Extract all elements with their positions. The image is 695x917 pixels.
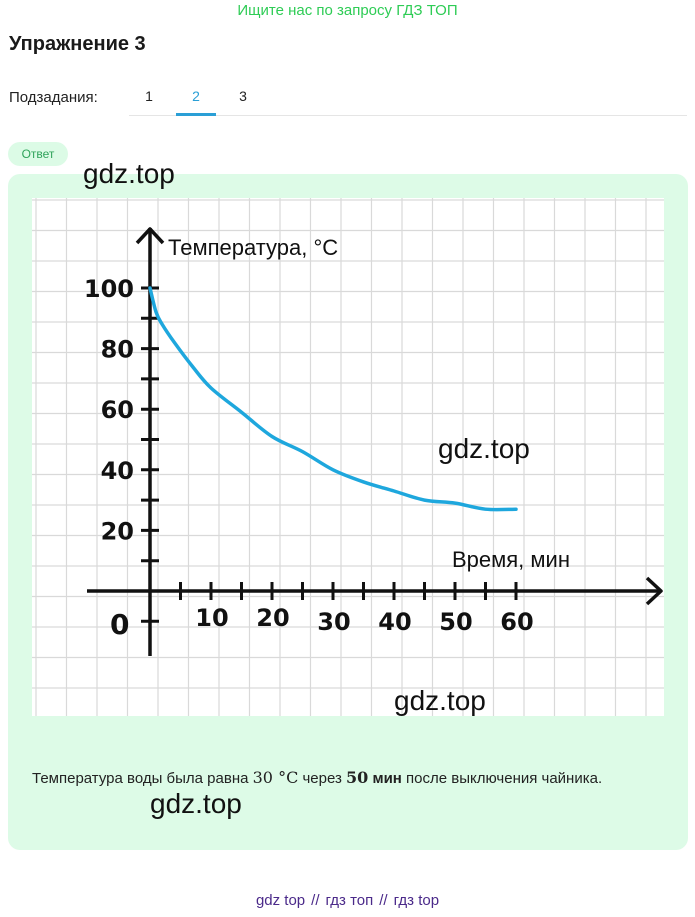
footer-links: gdz top // гдз топ // гдз top bbox=[0, 892, 695, 909]
answer-time-unit: мин bbox=[368, 770, 402, 787]
x-tick-label: 50 bbox=[439, 608, 472, 636]
watermark: gdz.top bbox=[438, 433, 530, 464]
subtask-tab-3[interactable]: 3 bbox=[239, 88, 247, 104]
subtasks-label: Подзадания: bbox=[9, 89, 98, 106]
x-axis-arrow bbox=[645, 576, 663, 606]
x-tick-label: 30 bbox=[317, 608, 350, 636]
top-banner[interactable]: Ищите нас по запросу ГДЗ ТОП bbox=[237, 2, 458, 19]
subtasks-nav: Подзадания: 1 2 3 bbox=[9, 86, 687, 118]
x-tick-label: 20 bbox=[256, 604, 289, 632]
answer-text-mid: через bbox=[298, 770, 347, 787]
subtasks-divider bbox=[129, 115, 687, 116]
x-tick-label: 60 bbox=[500, 608, 533, 636]
temperature-chart: 0 10 20 30 40 50 60 20 40 60 80 100 Температура, °C… bbox=[32, 198, 664, 716]
active-tab-indicator bbox=[176, 113, 216, 116]
answer-badge: Ответ bbox=[8, 142, 68, 166]
footer-link-gdz-top-ru[interactable]: гдз топ bbox=[325, 892, 374, 909]
page-title: Упражнение 3 bbox=[9, 33, 146, 55]
y-axis-label: Температура, °C bbox=[168, 235, 338, 260]
x-axis-label: Время, мин bbox=[452, 547, 570, 572]
y-tick-label: 100 bbox=[84, 275, 134, 303]
answer-time-value: 50 bbox=[346, 768, 369, 787]
watermark: gdz.top bbox=[150, 788, 242, 819]
y-axis-arrow bbox=[135, 227, 165, 245]
axes bbox=[87, 227, 663, 656]
footer-link-gdz-top[interactable]: gdz top bbox=[255, 892, 306, 909]
footer-link-gdz-top-mixed[interactable]: гдз top bbox=[393, 892, 440, 909]
grid-lines bbox=[32, 198, 664, 716]
cooling-curve bbox=[148, 286, 518, 512]
x-tick-label: 0 bbox=[110, 608, 129, 641]
answer-text-before: Температура воды была равна bbox=[32, 770, 253, 787]
x-tick-label: 10 bbox=[195, 604, 228, 632]
graph-image: 0 10 20 30 40 50 60 20 40 60 80 100 Температура, °C… bbox=[32, 198, 664, 716]
watermark: gdz.top bbox=[83, 158, 175, 189]
footer-separator: // bbox=[379, 892, 388, 909]
y-tick-label: 40 bbox=[101, 457, 134, 485]
subtask-tab-2[interactable]: 2 bbox=[192, 88, 200, 104]
watermark: gdz.top bbox=[394, 685, 486, 716]
answer-text: Температура воды была равна 30 °С через … bbox=[32, 760, 672, 797]
tick-marks bbox=[141, 286, 518, 623]
x-tick-label: 40 bbox=[378, 608, 411, 636]
y-tick-label: 60 bbox=[101, 396, 134, 424]
y-tick-label: 20 bbox=[101, 517, 134, 545]
footer-separator: // bbox=[311, 892, 320, 909]
tick-labels: 0 10 20 30 40 50 60 20 40 60 80 100 bbox=[84, 275, 534, 641]
subtask-tab-1[interactable]: 1 bbox=[145, 88, 153, 104]
y-tick-label: 80 bbox=[101, 336, 134, 364]
answer-text-after: после выключения чайника. bbox=[401, 770, 603, 787]
answer-temp: 30 °С bbox=[252, 768, 299, 787]
